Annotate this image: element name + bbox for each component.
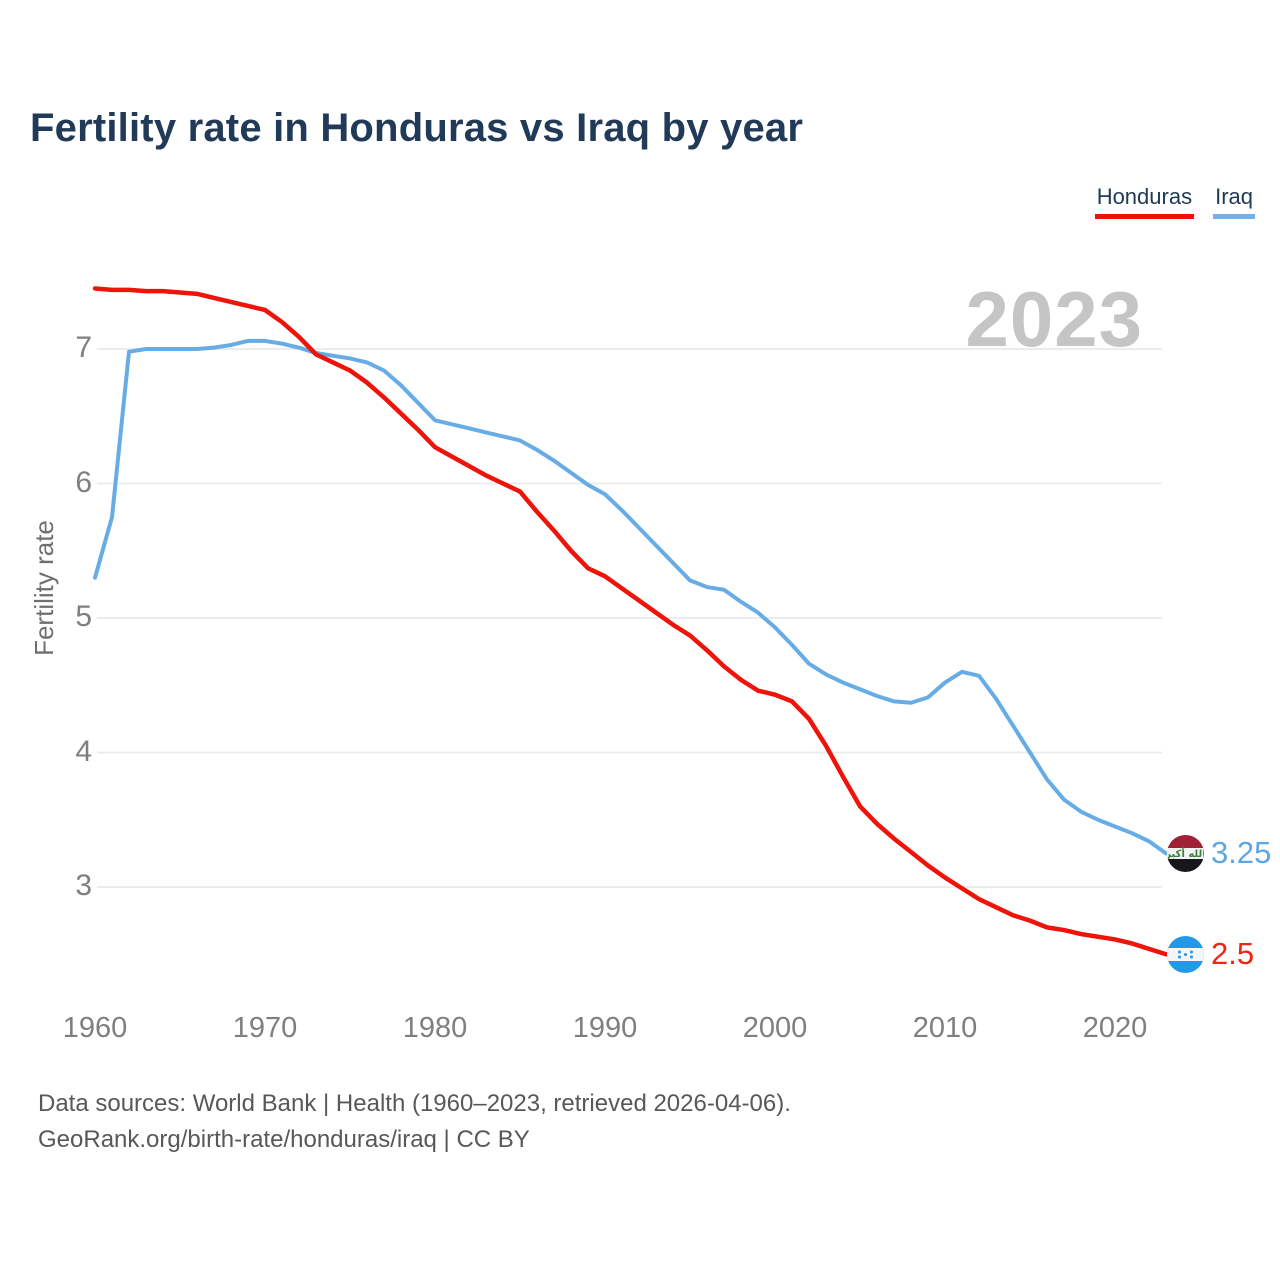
x-tick-label: 1960 — [62, 1012, 128, 1044]
footer-sources: Data sources: World Bank | Health (1960–… — [38, 1090, 791, 1117]
y-tick-label: 4 — [75, 734, 92, 768]
x-tick-label: 2010 — [912, 1012, 978, 1044]
page-title: Fertility rate in Honduras vs Iraq by ye… — [30, 106, 804, 150]
y-tick-label: 6 — [75, 465, 92, 499]
y-tick-label: 5 — [75, 600, 92, 633]
legend-item-iraq[interactable]: Iraq — [1213, 184, 1255, 219]
series-line-iraq[interactable] — [93, 338, 1168, 856]
y-tick-label: 3 — [75, 869, 92, 902]
legend-swatch-iraq — [1213, 214, 1255, 219]
x-tick-label: 1990 — [572, 1012, 638, 1044]
footer: Data sources: World Bank | Health (1960–… — [38, 1086, 791, 1158]
legend-swatch-honduras — [1094, 214, 1195, 219]
x-tick-label: 2020 — [1082, 1012, 1148, 1044]
legend-label-iraq: Iraq — [1215, 184, 1253, 209]
end-label-honduras: 2.5 — [1167, 935, 1255, 973]
end-value-honduras: 2.5 — [1211, 936, 1255, 972]
end-label-iraq: الله أكبر 3.25 — [1167, 834, 1272, 872]
y-tick-label: 7 — [75, 331, 92, 364]
legend: Honduras Iraq — [1094, 184, 1255, 219]
end-value-iraq: 3.25 — [1211, 835, 1272, 871]
legend-label-honduras: Honduras — [1096, 184, 1193, 209]
series-line-honduras[interactable] — [92, 286, 1169, 957]
iraq-flag-icon: الله أكبر — [1167, 834, 1204, 872]
x-tick-label: 2000 — [742, 1012, 808, 1044]
x-tick-label: 1980 — [402, 1012, 468, 1044]
x-tick-label: 1970 — [232, 1012, 298, 1044]
legend-item-honduras[interactable]: Honduras — [1094, 184, 1195, 219]
honduras-flag-icon — [1167, 935, 1204, 973]
svg-text:الله أكبر: الله أكبر — [1167, 847, 1204, 860]
footer-attribution: GeoRank.org/birth-rate/honduras/iraq | C… — [38, 1126, 530, 1153]
